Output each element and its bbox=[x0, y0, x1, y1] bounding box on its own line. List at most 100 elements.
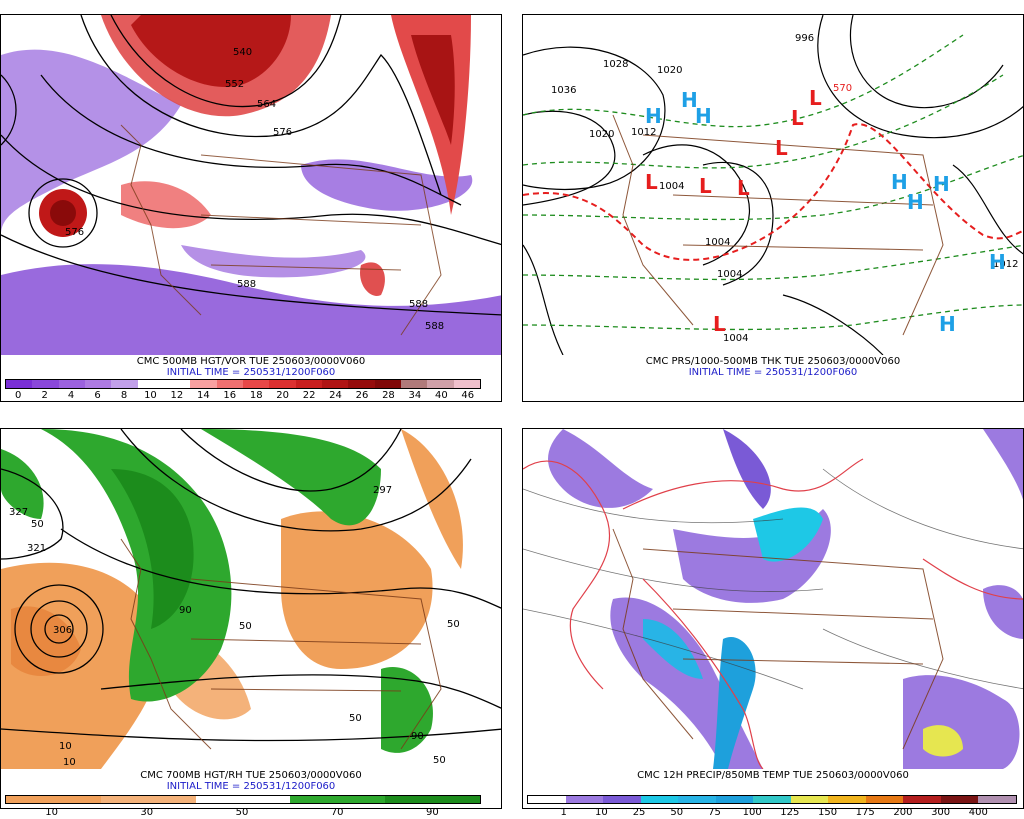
colorbar bbox=[527, 795, 1017, 804]
high-pressure-h: H bbox=[989, 250, 1006, 274]
colorbar-swatch bbox=[528, 796, 566, 803]
colorbar-label: 26 bbox=[355, 390, 369, 401]
colorbar-swatch bbox=[865, 796, 904, 803]
colorbar-label: 175 bbox=[855, 807, 875, 818]
colorbar-swatch bbox=[243, 796, 291, 803]
colorbar-label: 40 bbox=[434, 390, 448, 401]
colorbar-swatch bbox=[163, 380, 191, 388]
colorbar-swatch bbox=[321, 380, 349, 388]
colorbar-label: 16 bbox=[223, 390, 237, 401]
isobar-label: 1020 bbox=[657, 65, 682, 76]
contour-label: 576 bbox=[273, 127, 292, 138]
low-pressure-l: L bbox=[737, 176, 750, 200]
colorbar-label: 6 bbox=[94, 390, 101, 401]
colorbar-label: 400 bbox=[968, 807, 988, 818]
colorbar-swatch bbox=[111, 380, 138, 388]
low-pressure-l: L bbox=[713, 312, 726, 336]
colorbar-swatch bbox=[565, 796, 604, 803]
colorbar-label: 75 bbox=[708, 807, 721, 818]
colorbar-swatch bbox=[84, 380, 112, 388]
colorbar-swatch bbox=[678, 796, 716, 803]
isobar-label: 1012 bbox=[631, 127, 656, 138]
contour-label: 588 bbox=[425, 321, 444, 332]
colorbar-label: 1 bbox=[560, 807, 567, 818]
map-title: CMC 500MB HGT/VOR TUE 250603/0000V060 bbox=[136, 356, 366, 367]
colorbar-label: 150 bbox=[817, 807, 838, 818]
colorbar-label: 70 bbox=[330, 807, 344, 818]
thickness-label: 570 bbox=[833, 83, 852, 94]
low-pressure-l: L bbox=[699, 174, 712, 198]
colorbar-swatch bbox=[32, 380, 59, 388]
colorbar-label: 28 bbox=[382, 390, 395, 401]
contour-label: 90 bbox=[179, 605, 192, 616]
map-title: CMC 700MB HGT/RH TUE 250603/0000V060 bbox=[140, 770, 362, 781]
contour-label: 588 bbox=[237, 279, 256, 290]
panel-prs-thk: 1036 1028 1020 1012 1020 996 1004 1004 1… bbox=[522, 14, 1024, 402]
colorbar-label: 10 bbox=[144, 390, 157, 401]
colorbar-label: 24 bbox=[329, 390, 342, 401]
contour-label: 540 bbox=[233, 47, 252, 58]
colorbar-swatch bbox=[903, 796, 941, 803]
high-pressure-centers: H H H H H H H H bbox=[645, 88, 1006, 336]
isobar-label: 1020 bbox=[589, 129, 614, 140]
high-pressure-h: H bbox=[891, 170, 908, 194]
colorbar-swatch bbox=[190, 380, 217, 388]
isobar-label: 1012 bbox=[993, 259, 1018, 270]
contour-label: 50 bbox=[447, 619, 460, 630]
isobar-label: 1036 bbox=[551, 85, 576, 96]
panel-500mb-hgt-vor: 540 552 564 576 588 588 588 576 CMC 500M… bbox=[0, 14, 502, 402]
colorbar-swatch bbox=[348, 380, 375, 388]
colorbar bbox=[5, 379, 481, 389]
colorbar-swatch bbox=[269, 380, 296, 388]
colorbar-swatch bbox=[385, 796, 433, 803]
colorbar-label: 25 bbox=[632, 807, 646, 818]
colorbar-swatch bbox=[640, 796, 679, 803]
low-pressure-l: L bbox=[809, 86, 822, 110]
colorbar-label: 125 bbox=[780, 807, 800, 818]
panel-precip-850mb-temp: CMC 12H PRECIP/850MB TEMP TUE 250603/000… bbox=[522, 428, 1024, 809]
colorbar-label: 50 bbox=[235, 807, 249, 818]
low-pressure-l: L bbox=[775, 136, 788, 160]
contour-label: 306 bbox=[53, 625, 72, 636]
pressure-labels: 1036 1028 1020 1012 1020 996 1004 1004 1… bbox=[551, 33, 1018, 344]
contour-label: 50 bbox=[31, 519, 44, 530]
isobar-label: 1028 bbox=[603, 59, 628, 70]
colorbar-swatch bbox=[603, 796, 641, 803]
colorbar-label: 12 bbox=[170, 390, 184, 401]
colorbar-swatch bbox=[790, 796, 829, 803]
contour-label: 90 bbox=[411, 731, 424, 742]
colorbar-label: 4 bbox=[67, 390, 75, 401]
isobar-label: 1004 bbox=[659, 181, 684, 192]
isobar-label: 1004 bbox=[723, 333, 748, 344]
colorbar-swatch bbox=[216, 380, 243, 388]
map-500mb-vorticity: 540 552 564 576 588 588 588 576 bbox=[1, 15, 501, 355]
contour-label: 10 bbox=[63, 757, 76, 768]
colorbar-label: 0 bbox=[15, 390, 22, 401]
colorbar-swatch bbox=[58, 380, 85, 388]
contour-label: 50 bbox=[433, 755, 446, 766]
colorbar-labels: 10 30 50 70 90 bbox=[4, 807, 480, 819]
colorbar-swatch bbox=[400, 380, 428, 388]
colorbar-swatch bbox=[53, 796, 101, 803]
colorbar-label: 22 bbox=[302, 390, 316, 401]
panel-700mb-hgt-rh: 327 321 306 297 50 50 50 50 10 10 50 90 … bbox=[0, 428, 502, 809]
colorbar-label: 34 bbox=[408, 390, 422, 401]
contour-label: 50 bbox=[349, 713, 362, 724]
contour-label: 321 bbox=[27, 543, 46, 554]
colorbar-label: 10 bbox=[45, 807, 58, 818]
high-pressure-h: H bbox=[933, 172, 950, 196]
colorbar-label: 200 bbox=[893, 807, 913, 818]
high-pressure-h: H bbox=[681, 88, 698, 112]
colorbar-swatch bbox=[337, 796, 386, 803]
low-pressure-l: L bbox=[791, 106, 804, 130]
colorbar-label: 10 bbox=[595, 807, 608, 818]
colorbar-swatch bbox=[242, 380, 270, 388]
colorbar-swatch bbox=[6, 796, 54, 803]
colorbar-swatch bbox=[753, 796, 791, 803]
initial-time: INITIAL TIME = 250531/1200F060 bbox=[688, 367, 858, 378]
isobar-label: 1004 bbox=[717, 269, 742, 280]
map-700mb-relative-humidity: 327 321 306 297 50 50 50 50 10 10 50 90 … bbox=[1, 429, 501, 769]
contour-label: 588 bbox=[409, 299, 428, 310]
colorbar-swatch bbox=[100, 796, 149, 803]
colorbar-label: 18 bbox=[249, 390, 263, 401]
